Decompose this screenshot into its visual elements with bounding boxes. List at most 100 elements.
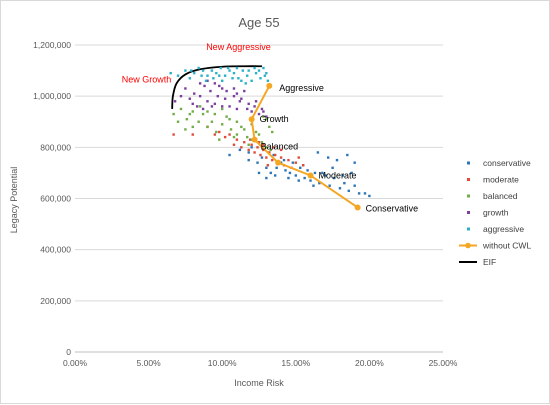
conservative-point (353, 184, 356, 187)
moderate-point (262, 148, 265, 152)
aggressive-point (235, 66, 239, 70)
conservative-point (338, 187, 342, 190)
conservative-point (287, 176, 290, 180)
scatter-points (169, 66, 371, 198)
balanced-point (254, 130, 258, 134)
conservative-point (299, 166, 302, 169)
moderate-point (259, 153, 262, 157)
balanced-point (206, 110, 209, 113)
moderate-point (253, 151, 256, 154)
conservative-point (326, 156, 330, 159)
growth-point (198, 94, 202, 98)
annotation-label: Aggressive (279, 83, 324, 93)
legend-label: conservative (483, 158, 531, 168)
legend-swatch (467, 178, 470, 181)
growth-point (216, 94, 219, 98)
x-tick-label: 25.00% (429, 358, 458, 368)
without-cwl-marker (275, 159, 282, 166)
conservative-point (332, 176, 336, 180)
aggressive-point (206, 74, 209, 77)
balanced-point (260, 141, 264, 144)
conservative-point (250, 146, 253, 149)
aggressive-point (219, 66, 222, 70)
legend-swatch (467, 211, 470, 214)
aggressive-point (244, 82, 247, 85)
balanced-point (210, 120, 214, 123)
moderate-point (297, 156, 300, 159)
growth-point (247, 102, 250, 106)
growth-point (228, 105, 231, 108)
growth-point (213, 82, 217, 85)
growth-point (235, 107, 239, 111)
balanced-point (265, 117, 268, 121)
aggressive-point (231, 77, 234, 80)
growth-point (265, 115, 268, 118)
moderate-point (256, 146, 259, 149)
conservative-point (265, 176, 268, 180)
balanced-point (221, 107, 224, 111)
annotation-label: Balanced (261, 142, 299, 152)
growth-point (246, 107, 249, 111)
growth-point (188, 97, 192, 100)
aggressive-point (197, 66, 200, 70)
aggressive-point (259, 77, 262, 80)
balanced-point (243, 128, 246, 131)
growth-point (240, 97, 243, 100)
growth-point (257, 112, 261, 116)
growth-point (223, 97, 227, 100)
moderate-point (279, 156, 283, 159)
without-cwl-marker (354, 204, 361, 211)
legend-label: moderate (483, 175, 519, 185)
x-tick-labels: 0.00% 5.00% 10.00% 15.00% 20.00% 25.00% (63, 358, 458, 368)
conservative-point (368, 194, 371, 198)
moderate-point (250, 143, 253, 146)
conservative-point (350, 171, 353, 175)
grid-lines (75, 44, 443, 353)
conservative-point (363, 192, 367, 195)
conservative-point (238, 148, 242, 152)
moderate-point (247, 148, 250, 152)
conservative-point (321, 171, 324, 175)
balanced-point (235, 120, 239, 123)
balanced-point (198, 105, 202, 108)
growth-point (238, 100, 242, 103)
aggressive-point (241, 69, 245, 72)
conservative-point (335, 158, 339, 162)
growth-point (221, 105, 224, 108)
aggressive-point (250, 79, 253, 83)
growth-point (253, 105, 256, 108)
balanced-point (176, 120, 180, 123)
conservative-point (257, 171, 261, 175)
aggressive-point (169, 71, 172, 75)
growth-point (210, 105, 214, 108)
aggressive-point (221, 79, 224, 83)
balanced-point (201, 112, 205, 116)
conservative-point (294, 174, 297, 177)
growth-point (184, 87, 187, 90)
without-cwl-marker (266, 82, 273, 89)
conservative-point (357, 192, 361, 195)
growth-point (201, 107, 205, 111)
conservative-point (343, 181, 346, 185)
conservative-point (328, 184, 331, 187)
aggressive-point (210, 69, 214, 72)
conservative-point (282, 158, 286, 162)
balanced-point (218, 138, 221, 141)
aggressive-point (188, 77, 192, 80)
legend-label: without CWL (482, 241, 531, 251)
growth-point (232, 94, 236, 98)
legend-label: aggressive (483, 224, 524, 234)
aggressive-point (201, 69, 205, 72)
conservative-point (291, 161, 295, 164)
x-tick-label: 0.00% (63, 358, 88, 368)
legend-label: growth (483, 208, 509, 218)
balanced-point (269, 148, 272, 152)
growth-point (225, 89, 228, 93)
conservative-point (288, 171, 292, 175)
aggressive-point (200, 74, 203, 77)
without-cwl-line (248, 82, 361, 211)
aggressive-point (204, 79, 208, 83)
balanced-point (191, 125, 194, 129)
aggressive-point (247, 69, 250, 72)
